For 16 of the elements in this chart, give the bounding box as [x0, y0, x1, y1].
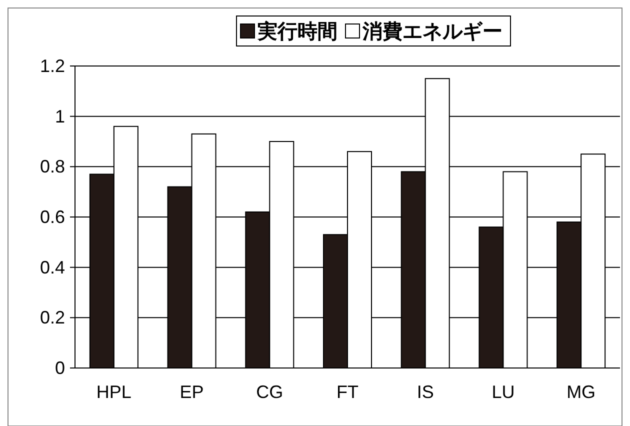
- x-tick-label: FT: [336, 382, 358, 402]
- x-tick-label: LU: [492, 382, 515, 402]
- x-tick-label: CG: [256, 382, 284, 402]
- y-tick-label: 0.6: [40, 207, 65, 227]
- x-tick-label: MG: [566, 382, 596, 402]
- y-tick-label: 1: [54, 106, 65, 126]
- legend-label: 消費エネルギー: [362, 21, 502, 43]
- y-tick-label: 1.2: [40, 56, 65, 76]
- y-tick-label: 0.8: [40, 156, 65, 177]
- x-tick-label: EP: [180, 382, 204, 402]
- legend-label: 実行時間: [256, 20, 338, 43]
- x-tick-label: HPL: [96, 382, 132, 402]
- y-tick-label: 0.2: [40, 308, 65, 328]
- y-tick-label: 0: [54, 358, 65, 378]
- y-tick-label: 0.4: [40, 257, 65, 278]
- x-tick-label: IS: [416, 382, 434, 402]
